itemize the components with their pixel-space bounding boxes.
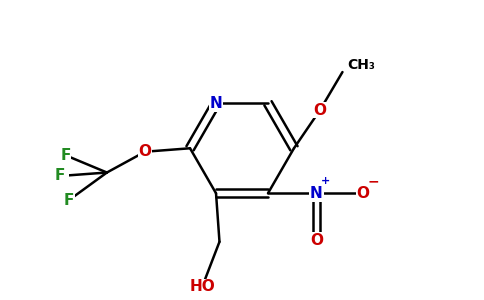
Text: F: F (60, 148, 71, 163)
Text: F: F (63, 193, 74, 208)
Text: O: O (314, 103, 326, 118)
Text: N: N (310, 186, 323, 201)
Text: −: − (367, 174, 379, 188)
Text: CH₃: CH₃ (348, 58, 376, 72)
Text: O: O (138, 144, 151, 159)
Text: +: + (320, 176, 330, 186)
Text: O: O (357, 186, 370, 201)
Text: F: F (55, 169, 65, 184)
Text: HO: HO (189, 279, 215, 294)
Text: O: O (310, 232, 323, 247)
Text: N: N (210, 96, 222, 111)
